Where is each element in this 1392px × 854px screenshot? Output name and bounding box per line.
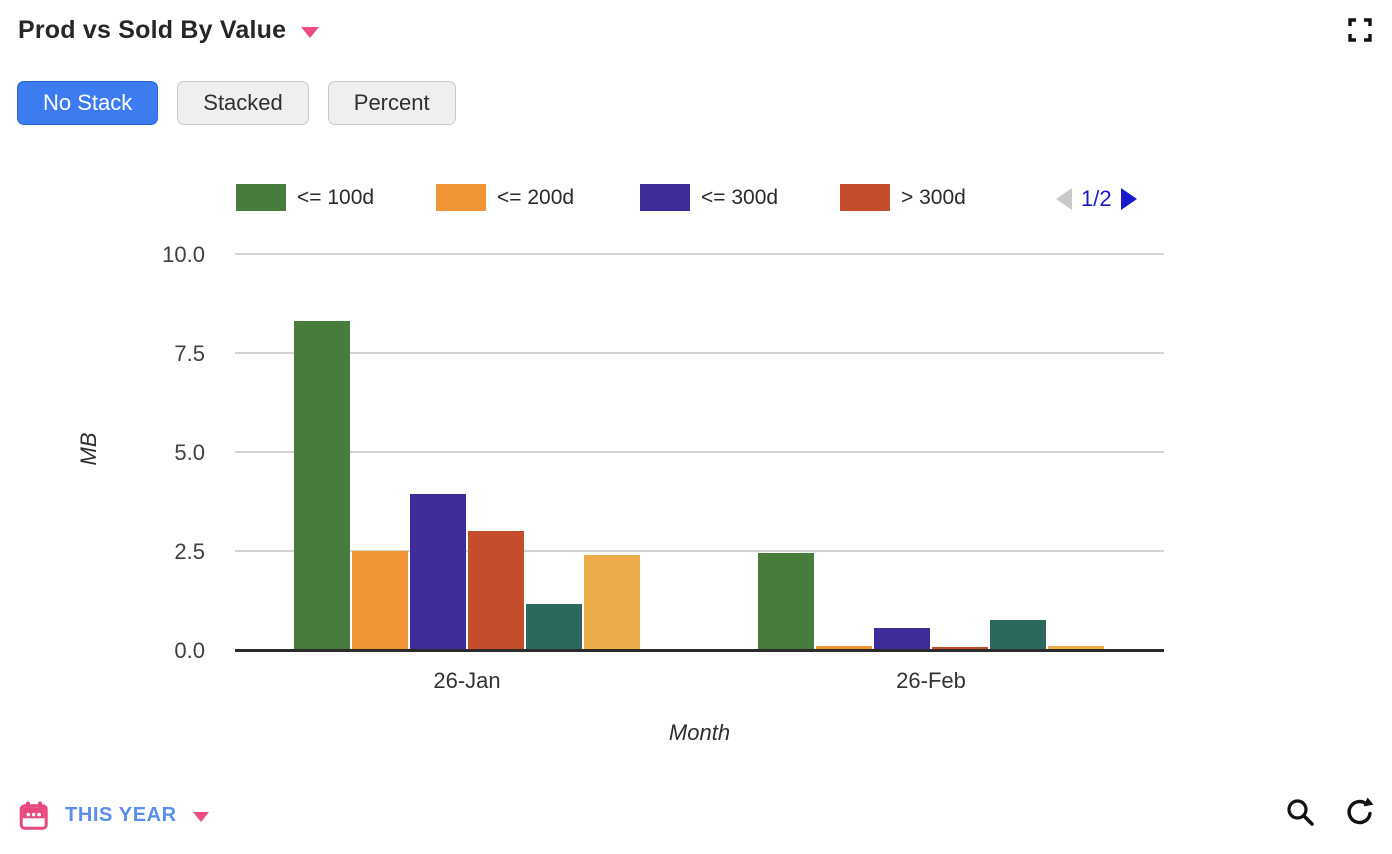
y-tick-label: 2.5: [174, 539, 205, 564]
legend-item-label: <= 200d: [497, 185, 575, 209]
chart-bar[interactable]: [816, 646, 872, 650]
legend-next-icon[interactable]: [1120, 188, 1137, 210]
legend-swatch: [236, 184, 286, 211]
legend-swatch: [640, 184, 690, 211]
chart-bar[interactable]: [874, 628, 930, 650]
chart-bar[interactable]: [584, 555, 640, 650]
chart-bar[interactable]: [294, 321, 350, 650]
legend-item[interactable]: <= 100d: [236, 184, 374, 211]
x-axis-title: Month: [668, 720, 731, 745]
y-tick-label: 0.0: [174, 638, 205, 663]
stack-mode-toolbar: No Stack Stacked Percent: [17, 81, 456, 125]
chart-bar[interactable]: [410, 494, 466, 650]
legend-page-indicator: 1/2: [1081, 186, 1112, 211]
legend-prev-icon[interactable]: [1056, 188, 1072, 210]
zoom-button[interactable]: [1284, 796, 1316, 828]
y-axis-title: MB: [76, 432, 101, 466]
date-range-control[interactable]: THIS YEAR: [18, 800, 209, 831]
chart-bar[interactable]: [1048, 646, 1104, 650]
fullscreen-button[interactable]: [1346, 16, 1374, 44]
chart-bar[interactable]: [758, 553, 814, 650]
legend-item-label: <= 300d: [701, 185, 779, 209]
chart-bar[interactable]: [468, 531, 524, 650]
date-range-dropdown-icon[interactable]: [192, 812, 209, 822]
search-icon: [1287, 799, 1314, 826]
y-gridline: [235, 253, 1164, 255]
y-tick-label: 10.0: [162, 242, 205, 267]
date-range-label: THIS YEAR: [65, 804, 177, 826]
footer-actions: [1284, 796, 1376, 828]
calendar-icon: [19, 801, 48, 830]
mode-button-no-stack[interactable]: No Stack: [17, 81, 159, 125]
legend-item-label: > 300d: [901, 185, 966, 209]
legend-pagination: 1/2: [1056, 186, 1137, 212]
chart-title-dropdown-icon[interactable]: [301, 27, 320, 38]
y-gridline: [235, 451, 1164, 453]
fullscreen-icon: [1348, 18, 1372, 42]
legend-item[interactable]: <= 200d: [436, 184, 574, 211]
x-category-label: 26-Feb: [896, 668, 966, 693]
legend-swatch: [840, 184, 890, 211]
x-category-label: 26-Jan: [433, 668, 501, 693]
y-tick-label: 5.0: [174, 440, 205, 465]
chart-bar[interactable]: [932, 647, 988, 650]
y-tick-label: 7.5: [174, 341, 205, 366]
refresh-icon: [1347, 797, 1374, 825]
legend-item-label: <= 100d: [297, 185, 375, 209]
widget-header: Prod vs Sold By Value: [18, 16, 320, 45]
legend-item[interactable]: <= 300d: [640, 184, 778, 211]
y-gridline: [235, 352, 1164, 354]
legend-swatch: [436, 184, 486, 211]
refresh-button[interactable]: [1344, 796, 1376, 828]
chart-bar[interactable]: [990, 620, 1046, 650]
mode-button-stacked[interactable]: Stacked: [177, 81, 309, 125]
page-title: Prod vs Sold By Value: [18, 16, 287, 44]
legend-item[interactable]: > 300d: [840, 184, 966, 211]
mode-button-percent[interactable]: Percent: [327, 81, 456, 125]
chart-bar[interactable]: [526, 604, 582, 650]
chart-bar[interactable]: [352, 551, 408, 650]
